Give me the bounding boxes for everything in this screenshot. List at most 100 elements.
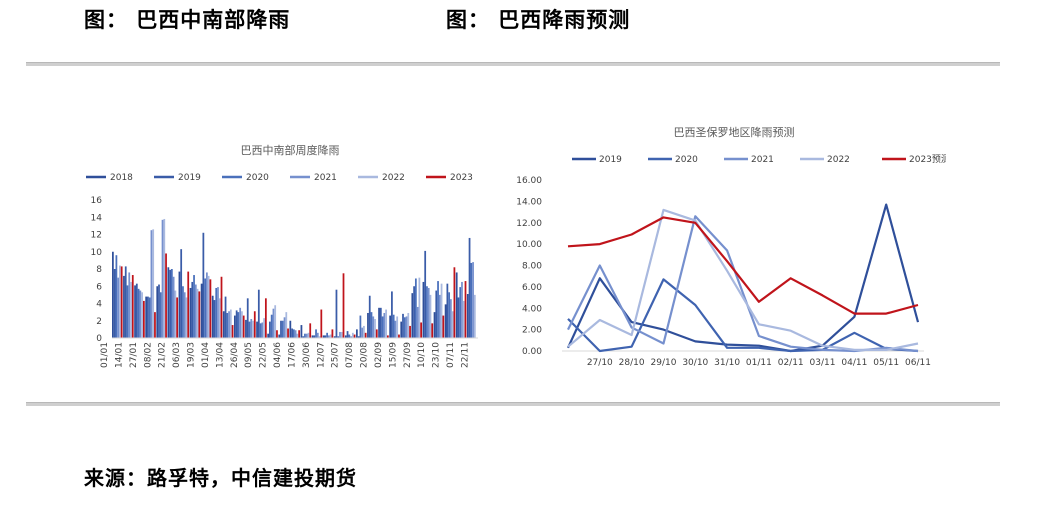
legend-label-2019: 2019 [599, 155, 622, 165]
bar-2021 [117, 277, 120, 339]
y-tick-label: 8.00 [522, 262, 542, 272]
bar-2023 [420, 322, 423, 338]
bar-2018 [278, 334, 281, 338]
bar-2023 [353, 334, 356, 338]
series-line-2022 [567, 208, 919, 351]
bar-2023 [342, 273, 345, 338]
bar-2022 [252, 320, 254, 338]
bar-2020 [159, 292, 162, 338]
bar-2019 [191, 281, 194, 338]
bar-2021 [350, 336, 352, 338]
bar-2020 [337, 336, 340, 338]
y-tick-label: 2.00 [522, 326, 542, 336]
bar-2022 [241, 311, 243, 338]
bar-2018 [234, 315, 236, 338]
bar-2022 [163, 218, 166, 338]
y-tick-label: 4.00 [522, 304, 542, 314]
bar-2022 [473, 294, 476, 339]
y-tick-label: 14 [91, 213, 103, 223]
bar-2020 [270, 314, 273, 338]
x-tick-label: 25/07 [331, 342, 341, 368]
bar-2018 [356, 329, 358, 339]
x-tick-label: 26/04 [230, 342, 240, 368]
bar-2018 [200, 283, 203, 338]
bar-2019 [335, 289, 338, 338]
y-tick-label: 0 [96, 334, 102, 344]
bar-2018 [411, 293, 414, 338]
bar-2023 [409, 325, 411, 338]
bar-2020 [359, 315, 362, 338]
bar-2021 [294, 330, 297, 338]
bar-2020 [215, 287, 218, 338]
legend-label-2019: 2019 [178, 173, 201, 183]
bar-2019 [379, 307, 382, 338]
legend-label-2023预测: 2023预测 [909, 154, 946, 165]
x-tick-label: 12/07 [316, 342, 326, 368]
bar-2023 [220, 276, 223, 338]
bar-2020 [348, 334, 351, 338]
bar-2018 [189, 287, 192, 338]
bar-2022 [429, 294, 432, 339]
x-tick-label: 02/11 [778, 358, 804, 368]
bar-2020 [281, 320, 284, 338]
bar-2023 [276, 330, 278, 338]
x-tick-label: 07/08 [345, 342, 355, 368]
bar-2018 [466, 294, 469, 338]
bar-2020 [170, 269, 173, 338]
bar-2023 [398, 334, 400, 338]
x-tick-label: 07/11 [446, 342, 456, 368]
bar-2019 [246, 298, 249, 338]
bar-2019 [402, 313, 404, 338]
bar-2018 [400, 321, 403, 338]
bar-2018 [344, 335, 347, 338]
bar-2022 [207, 275, 210, 338]
bar-2018 [245, 319, 247, 338]
bar-2018 [256, 321, 258, 338]
bar-2020 [448, 292, 451, 338]
bar-2019 [346, 331, 349, 338]
bar-2023 [386, 335, 389, 338]
x-tick-label: 29/10 [651, 358, 677, 368]
bar-2022 [185, 297, 188, 338]
bar-2018 [156, 286, 159, 338]
y-tick-label: 10.00 [516, 240, 542, 250]
y-tick-label: 12 [91, 231, 102, 241]
bar-2018 [300, 325, 303, 338]
bar-2019 [302, 336, 305, 338]
bar-2021 [128, 272, 131, 338]
bar-2021 [139, 290, 142, 338]
bar-2018 [333, 336, 336, 338]
bar-2021 [394, 320, 397, 338]
bar-2019 [224, 296, 227, 338]
bar-2021 [305, 333, 308, 338]
bar-2021 [250, 319, 253, 338]
y-tick-label: 16 [91, 196, 103, 206]
bar-2021 [361, 327, 364, 338]
bar-2020 [259, 323, 262, 338]
bar-2018 [145, 296, 148, 338]
bar-2023 [442, 315, 445, 338]
bar-2018 [422, 281, 425, 338]
bar-2020 [115, 255, 118, 338]
bar-2018 [222, 311, 225, 338]
x-tick-label: 27/10 [587, 358, 613, 368]
bar-2019 [457, 297, 460, 338]
x-tick-label: 17/06 [288, 342, 298, 368]
bar-2019 [113, 269, 116, 338]
y-tick-label: 0.00 [522, 347, 542, 357]
x-tick-label: 20/08 [360, 342, 370, 368]
legend-label-2022: 2022 [827, 155, 850, 165]
bar-2018 [289, 320, 292, 338]
bar-2019 [468, 237, 471, 338]
bar-2019 [135, 283, 138, 338]
bar-2023 [242, 315, 245, 338]
bar-2021 [217, 287, 219, 338]
right-figure-heading: 图： 巴西降雨预测 [446, 7, 631, 32]
bar-2022 [263, 318, 265, 338]
bar-2019 [446, 283, 449, 338]
bar-2023 [375, 329, 378, 339]
bar-2019 [235, 310, 238, 338]
legend-label-2020: 2020 [675, 155, 698, 165]
bar-2022 [274, 305, 277, 338]
x-tick-label: 08/02 [143, 342, 153, 368]
